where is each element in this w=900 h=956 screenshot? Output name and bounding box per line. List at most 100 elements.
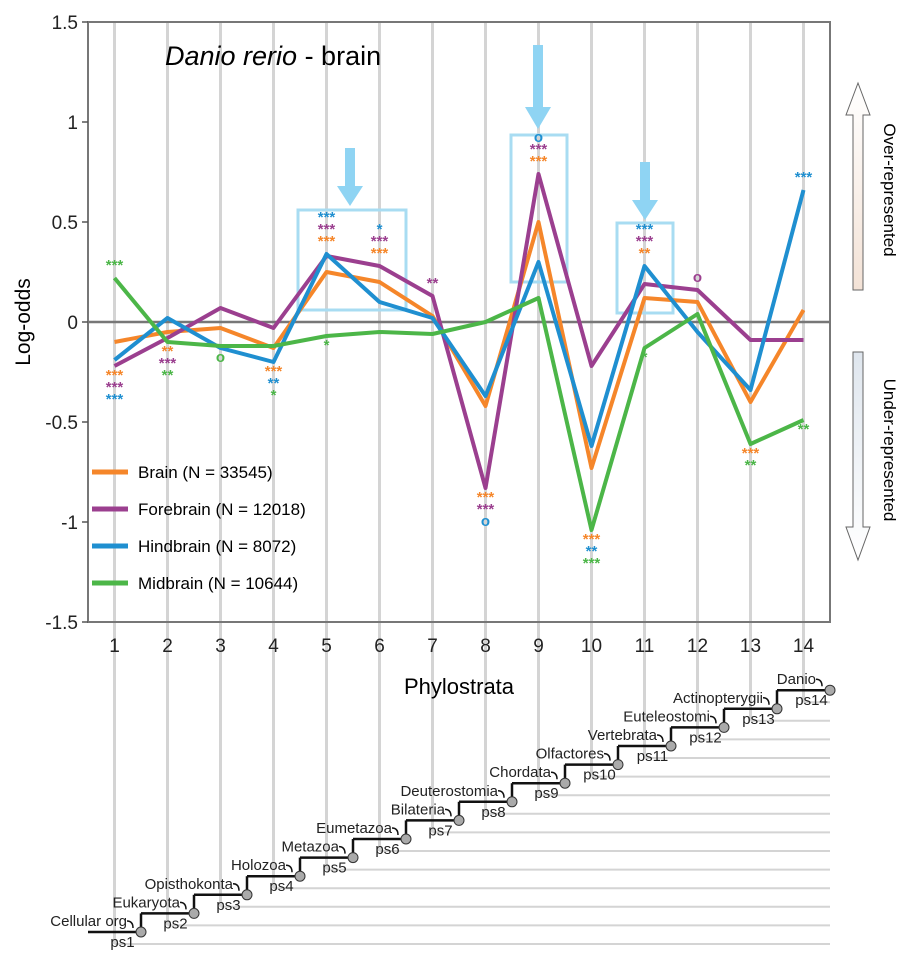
tree-node (771, 703, 783, 715)
over-arrow (845, 81, 871, 291)
ps-label: ps9 (534, 785, 558, 802)
significance-label: * (324, 337, 330, 354)
clade-label: Metazoa (281, 839, 339, 856)
tree-hook (338, 845, 346, 854)
significance-label: * (642, 349, 648, 366)
x-tick-label: 14 (793, 636, 815, 657)
tree-node (400, 833, 412, 845)
significance-label: *** (159, 355, 177, 372)
ps-label: ps3 (216, 897, 240, 914)
significance-label: ** (745, 457, 757, 474)
clade-label: Holozoa (231, 857, 287, 874)
tree-hook (285, 864, 293, 873)
y-tick-label: 0.5 (52, 213, 78, 234)
significance-label: ** (427, 275, 439, 292)
tree-hook (179, 901, 187, 910)
significance-label: *** (106, 257, 124, 274)
significance-label: ** (268, 375, 280, 392)
significance-label: *** (106, 379, 124, 396)
significance-label: *** (636, 221, 654, 238)
significance-label: *** (106, 367, 124, 384)
significance-label: ** (162, 343, 174, 360)
tree-hook (497, 790, 505, 798)
y-tick-label: 1.5 (52, 13, 78, 34)
clade-label: Olfactores (536, 746, 604, 763)
x-tick-label: 11 (635, 636, 655, 657)
ps-label: ps2 (163, 915, 187, 932)
x-tick-label: 7 (427, 636, 438, 657)
significance-label: *** (265, 363, 283, 380)
y-tick-label: 1 (67, 113, 78, 134)
x-axis-label: Phylostrata (404, 674, 515, 699)
title-species: Danio rerio (165, 41, 297, 71)
significance-label: *** (530, 141, 548, 158)
tree-node (665, 740, 677, 752)
x-tick-label: 4 (268, 636, 279, 657)
ps-label: ps4 (269, 878, 293, 895)
significance-label: *** (530, 153, 548, 170)
significance-label: o (693, 269, 702, 286)
tree-hook (656, 734, 664, 743)
ps-label: ps13 (742, 711, 775, 728)
significance-label: o (481, 513, 490, 530)
clade-label: Danio (777, 671, 816, 688)
significance-label: o (534, 129, 543, 146)
under-label: Under-represented (880, 379, 899, 522)
significance-label: *** (583, 531, 601, 548)
significance-label: * (271, 387, 277, 404)
tree-node (559, 777, 571, 789)
tree-hook (709, 715, 717, 724)
series-line (114, 220, 806, 470)
tree-node (718, 721, 730, 733)
x-tick-label: 10 (581, 636, 602, 657)
significance-label: *** (583, 555, 601, 572)
clade-label: Chordata (489, 764, 551, 781)
clade-label: Deuterostomia (400, 783, 498, 800)
significance-label: ** (639, 245, 651, 262)
significance-label: * (377, 221, 383, 238)
ps-label: ps6 (375, 841, 399, 858)
x-tick-label: 6 (374, 636, 385, 657)
x-tick-label: 8 (480, 636, 491, 657)
clade-label: Eukaryota (112, 894, 180, 911)
tree-hook (762, 697, 770, 705)
ps-label: ps7 (428, 822, 452, 839)
y-tick-label: 0 (67, 313, 78, 334)
title-suffix: - brain (297, 41, 381, 71)
over-label: Over-represented (880, 123, 899, 256)
under-arrow (845, 351, 871, 562)
clade-label: Cellular org (50, 913, 127, 930)
tree-hook (126, 920, 134, 929)
ps-label: ps1 (110, 934, 134, 951)
tree-hook (391, 827, 399, 836)
tree-node (506, 796, 518, 808)
x-tick-label: 5 (321, 636, 332, 657)
clade-label: Euteleostomi (623, 708, 710, 725)
tree-node (612, 759, 624, 771)
x-tick-label: 1 (109, 636, 120, 657)
clade-label: Opisthokonta (145, 876, 234, 893)
significance-label: ** (798, 421, 810, 438)
significance-label: ** (586, 543, 598, 560)
legend-label: Hindbrain (N = 8072) (138, 537, 296, 556)
tree-node (135, 926, 147, 938)
x-tick-label: 3 (215, 636, 226, 657)
tree-node (824, 684, 836, 696)
legend-label: Brain (N = 33545) (138, 463, 273, 482)
significance-label: o (216, 349, 225, 366)
x-tick-label: 12 (687, 636, 708, 657)
legend-label: Forebrain (N = 12018) (138, 500, 306, 519)
x-tick-label: 13 (740, 636, 761, 657)
significance-label: *** (795, 169, 813, 186)
significance-label: *** (371, 245, 389, 262)
significance-label: *** (318, 233, 336, 250)
tree-hook (444, 808, 452, 817)
tree-node (453, 814, 465, 826)
chart-title: Danio rerio - brain (165, 41, 381, 71)
ps-label: ps8 (481, 804, 505, 821)
tree-node (294, 870, 306, 882)
ps-label: ps10 (583, 767, 616, 784)
significance-label: *** (318, 221, 336, 238)
significance-label: *** (318, 209, 336, 226)
